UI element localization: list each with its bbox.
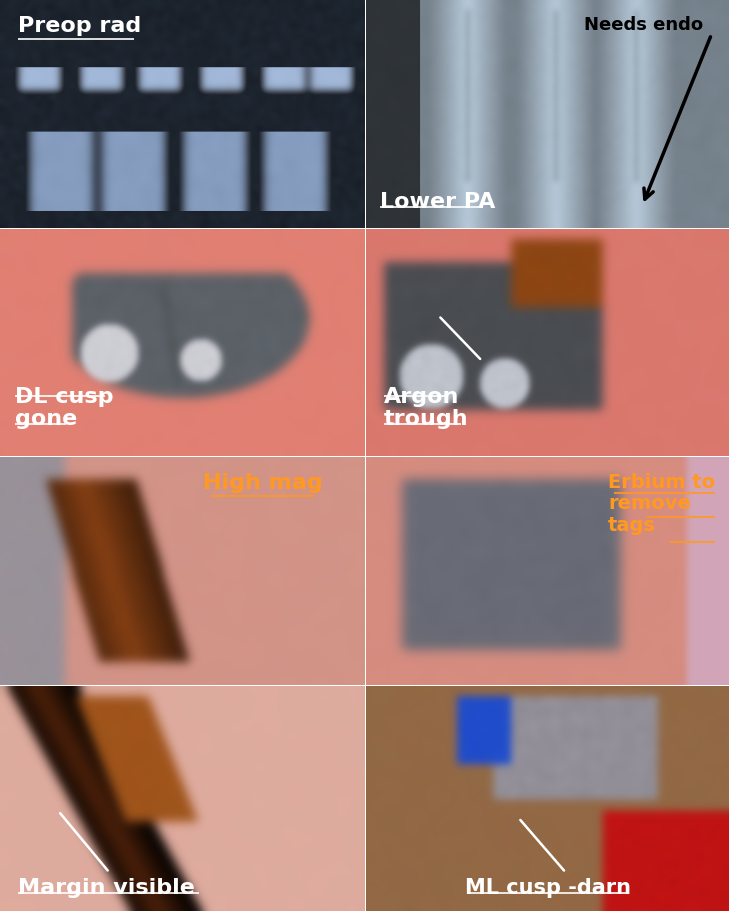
Text: Lower PA: Lower PA xyxy=(380,192,496,212)
Text: ML cusp -darn: ML cusp -darn xyxy=(464,878,631,897)
Text: Needs endo: Needs endo xyxy=(584,16,703,34)
Text: Preop rad: Preop rad xyxy=(18,16,141,36)
Text: Margin visible: Margin visible xyxy=(18,878,195,897)
Text: DL cusp
gone: DL cusp gone xyxy=(15,387,113,429)
Text: High mag: High mag xyxy=(203,473,322,493)
Text: Erbium to
remove
tags: Erbium to remove tags xyxy=(608,473,715,535)
Text: Argon
trough: Argon trough xyxy=(383,387,469,429)
